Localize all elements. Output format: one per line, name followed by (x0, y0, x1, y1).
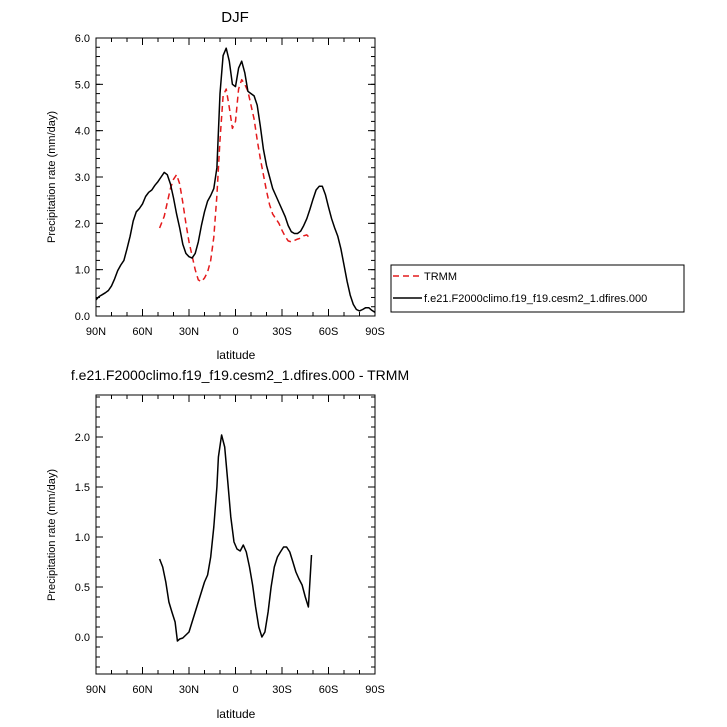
y-tick-label: 0.5 (75, 582, 90, 594)
x-tick-label: 30S (272, 326, 292, 338)
panel-djf: DJF 0.0 1.0 2.0 3.0 4.0 5.0 6.0 90N 60N 30N 0 30S 6… (46, 9, 685, 362)
plot-frame (95, 394, 376, 675)
x-tick-label: 0 (232, 326, 238, 338)
x-tick-label: 60S (319, 326, 339, 338)
panel-difference: f.e21.F2000climo.f19_f19.cesm2_1.dfires.… (46, 367, 409, 721)
series-group (158, 434, 313, 642)
x-axis-ticks: 90N 60N 30N 0 30S 60S 90S (86, 38, 385, 338)
y-tick-label: 1.0 (75, 265, 90, 277)
chart-title: DJF (221, 9, 249, 26)
y-tick-label: 2.0 (75, 432, 90, 444)
x-tick-label: 60N (132, 326, 152, 338)
legend-box (390, 264, 685, 313)
y-axis-ticks: 0.0 1.0 2.0 3.0 4.0 5.0 6.0 (75, 33, 375, 323)
legend: TRMM f.e21.F2000climo.f19_f19.cesm2_1.df… (390, 264, 685, 313)
legend-label-trmm: TRMM (424, 271, 457, 283)
series-group (95, 47, 376, 313)
y-tick-label: 1.0 (75, 532, 90, 544)
x-tick-label: 30N (179, 326, 199, 338)
y-tick-label: 1.5 (75, 482, 90, 494)
y-tick-label: 0.0 (75, 632, 90, 644)
x-tick-label: 90S (365, 326, 385, 338)
y-axis-ticks: 0.0 0.5 1.0 1.5 2.0 (75, 396, 375, 668)
x-tick-label: 0 (232, 684, 238, 696)
x-tick-label: 30N (179, 684, 199, 696)
y-axis-label: Precipitation rate (mm/day) (46, 469, 58, 601)
plot-frame (95, 37, 376, 317)
series-line-model (158, 434, 313, 642)
series-line-model (95, 47, 376, 313)
x-tick-label: 90S (365, 684, 385, 696)
y-axis-label: Precipitation rate (mm/day) (46, 111, 58, 243)
x-axis-ticks: 90N 60N 30N 0 30S 60S 90S (86, 395, 385, 696)
y-tick-label: 4.0 (75, 126, 90, 138)
y-tick-label: 2.0 (75, 218, 90, 230)
y-tick-label: 0.0 (75, 311, 90, 323)
x-tick-label: 90N (86, 684, 106, 696)
series-line-trmm (158, 78, 311, 283)
y-tick-label: 5.0 (75, 79, 90, 91)
x-tick-label: 60N (132, 684, 152, 696)
x-tick-label: 60S (319, 684, 339, 696)
y-tick-label: 6.0 (75, 33, 90, 45)
y-tick-label: 3.0 (75, 172, 90, 184)
x-axis-label: latitude (217, 707, 256, 721)
x-tick-label: 90N (86, 326, 106, 338)
x-tick-label: 30S (272, 684, 292, 696)
chart-title: f.e21.F2000climo.f19_f19.cesm2_1.dfires.… (71, 367, 409, 383)
legend-label-model: f.e21.F2000climo.f19_f19.cesm2_1.dfires.… (424, 293, 647, 305)
x-axis-label: latitude (217, 348, 256, 362)
